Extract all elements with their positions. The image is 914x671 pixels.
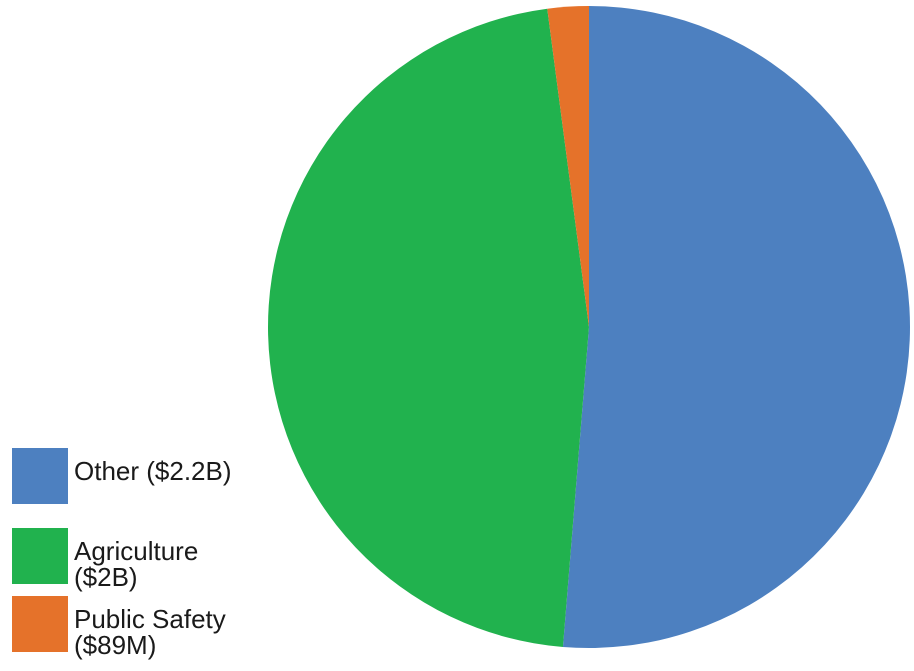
legend-swatch-other — [12, 448, 68, 504]
legend: Other ($2.2B) Agriculture ($2B) Public S… — [12, 448, 302, 666]
legend-label-public-safety: Public Safety ($89M) — [74, 604, 226, 660]
legend-label-other: Other ($2.2B) — [74, 456, 232, 486]
legend-item-agriculture: Agriculture ($2B) — [12, 528, 302, 598]
legend-item-other: Other ($2.2B) — [12, 448, 302, 518]
legend-item-public-safety: Public Safety ($89M) — [12, 596, 302, 666]
legend-label-agriculture: Agriculture ($2B) — [74, 536, 199, 592]
pie-slice-public-safety — [547, 6, 589, 327]
legend-swatch-agriculture — [12, 528, 68, 584]
pie-slice-other — [562, 6, 911, 648]
pie-slices — [268, 6, 911, 648]
legend-swatch-public-safety — [12, 596, 68, 652]
pie-slice-agriculture — [268, 8, 589, 647]
